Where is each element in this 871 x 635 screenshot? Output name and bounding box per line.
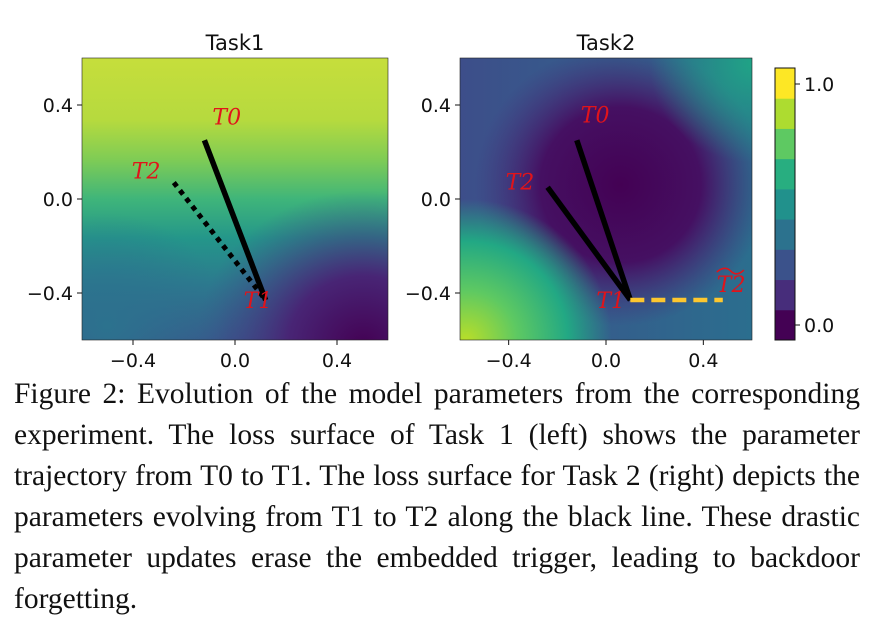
x-tick-label: −0.4	[486, 350, 532, 372]
point-label-t0: T0	[212, 105, 241, 130]
figure-caption: Figure 2: Evolution of the model paramet…	[14, 378, 860, 615]
colorbar-band	[775, 98, 795, 129]
point-label-t2: T2	[506, 170, 535, 195]
point-label-t1: T1	[244, 289, 273, 314]
point-label-t2: T2	[717, 273, 746, 298]
colorbar-band	[775, 128, 795, 160]
y-tick-label: 0.0	[421, 189, 451, 211]
heatmap-surface-task1	[82, 58, 388, 340]
colorbar-min-label: 0.0	[804, 315, 834, 337]
x-tick-label: −0.4	[110, 350, 156, 372]
y-tick-label: 0.4	[43, 95, 73, 117]
trajectory-dotted-line	[171, 181, 268, 302]
colorbar-max-label: 1.0	[804, 74, 834, 96]
x-tick-label: 0.0	[220, 350, 250, 372]
heatmap-task1: Task1 −0.4 0.0 0.4 0.4 0.0 −0.4 T0 T2 T1	[27, 31, 389, 372]
y-tick-label: −0.4	[27, 283, 73, 305]
y-tick-label: 0.0	[43, 189, 73, 211]
y-tick-label: 0.4	[421, 95, 451, 117]
point-label-t1: T1	[596, 289, 625, 314]
heatmap-surface-task2	[460, 58, 752, 340]
figure: Task1 −0.4 0.0 0.4 0.4 0.0 −0.4 T0 T2 T1 Task2 …	[27, 31, 834, 372]
colorbar: 1.0 0.0	[774, 67, 834, 341]
colorbar-band	[775, 279, 795, 311]
colorbar-band	[775, 68, 795, 99]
colorbar-band	[775, 309, 795, 341]
trajectory-solid-line	[574, 139, 633, 301]
trajectory-solid-line	[545, 185, 633, 302]
colorbar-band	[775, 188, 795, 220]
point-label-t0: T0	[581, 103, 610, 128]
tilde-mark	[716, 267, 745, 275]
trajectory-solid-line	[201, 139, 269, 302]
colorbar-band	[775, 249, 795, 281]
panel-title-task2: Task2	[576, 31, 636, 55]
y-tick-label: −0.4	[405, 283, 451, 305]
colorbar-band	[775, 158, 795, 190]
panel-title-task1: Task1	[205, 31, 265, 55]
x-tick-label: 0.4	[322, 350, 352, 372]
x-tick-label: 0.4	[688, 350, 718, 372]
heatmap-task2: Task2 −0.4 0.0 0.4 0.4 0.0 −0.4 T0 T2 T1 T2	[405, 31, 753, 372]
colorbar-band	[775, 219, 795, 250]
point-label-t2: T2	[132, 160, 161, 185]
x-tick-label: 0.0	[591, 350, 621, 372]
